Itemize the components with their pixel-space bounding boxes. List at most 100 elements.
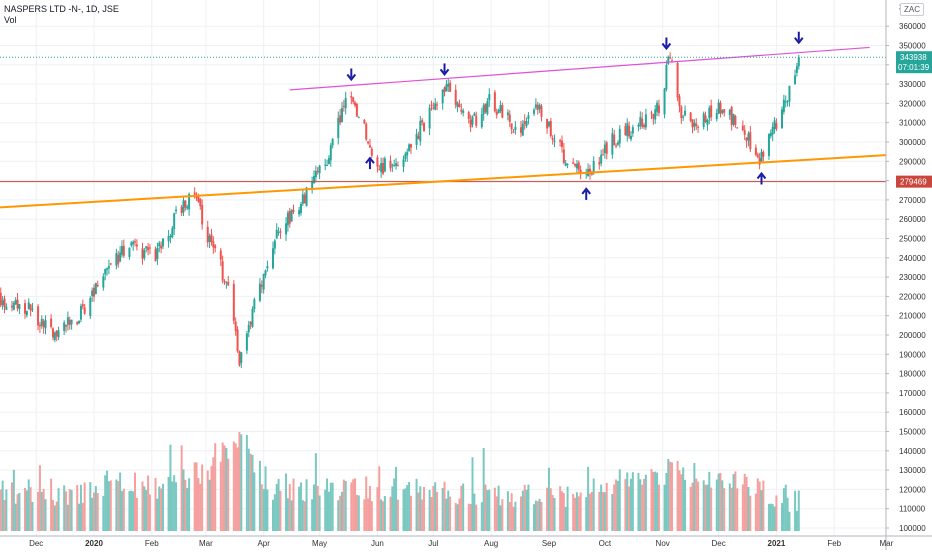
volume-bar xyxy=(16,494,19,531)
candle-body xyxy=(678,96,681,107)
x-tick-label: Mar xyxy=(880,539,894,548)
candle-body xyxy=(784,101,787,103)
candle-body xyxy=(533,109,536,114)
volume-bar xyxy=(771,504,774,531)
volume-bar xyxy=(667,458,670,531)
volume-bar xyxy=(417,492,420,531)
candle-body xyxy=(201,205,204,225)
currency-badge[interactable]: ZAC xyxy=(900,3,924,16)
candle-body xyxy=(247,324,250,333)
volume-bar xyxy=(428,489,431,531)
candle-body xyxy=(715,113,718,120)
x-tick-label: Oct xyxy=(599,539,612,548)
candle-body xyxy=(357,117,360,119)
y-tick-label: 300000 xyxy=(899,138,926,147)
candle-body xyxy=(523,121,526,124)
volume-bar xyxy=(277,478,280,531)
volume-bar xyxy=(10,482,13,531)
candle-body xyxy=(467,112,470,119)
candle-body xyxy=(449,82,452,92)
volume-bar xyxy=(264,466,267,531)
candle-body xyxy=(63,322,66,331)
volume-bar xyxy=(421,499,424,531)
volume-bar xyxy=(119,472,122,531)
candle-body xyxy=(680,106,683,118)
volume-bar xyxy=(641,484,644,531)
volume-bar xyxy=(227,458,230,531)
candle-body xyxy=(79,306,82,320)
up-arrow-icon xyxy=(365,156,375,170)
candle-body xyxy=(428,107,431,129)
candle-body xyxy=(277,231,280,233)
volume-bar xyxy=(221,442,224,531)
candle-body xyxy=(311,181,314,189)
volume-bar xyxy=(510,493,513,531)
volume-bar xyxy=(611,493,614,531)
candle-body xyxy=(534,104,537,108)
volume-bar xyxy=(339,495,342,531)
volume-bar xyxy=(340,491,343,531)
volume-bar xyxy=(383,495,386,531)
volume-bar xyxy=(337,500,340,531)
volume-bar xyxy=(141,481,144,531)
volume-bar xyxy=(245,435,248,531)
candle-body xyxy=(671,60,673,62)
support-trendline[interactable] xyxy=(0,152,913,209)
volume-bar xyxy=(756,478,759,531)
volume-bar xyxy=(299,482,302,531)
candle-body xyxy=(419,120,422,142)
candle-body xyxy=(236,329,239,351)
candle-body xyxy=(480,114,483,128)
volume-bar xyxy=(728,483,731,531)
volume-bar xyxy=(447,490,450,531)
y-tick-label: 100000 xyxy=(899,524,926,533)
candle-body xyxy=(423,123,426,131)
y-tick-label: 150000 xyxy=(899,428,926,437)
candle-body xyxy=(404,153,407,159)
candle-body xyxy=(443,87,446,93)
candle-body xyxy=(24,303,27,314)
y-tick-label: 120000 xyxy=(899,485,926,494)
candle-body xyxy=(598,162,601,165)
candle-body xyxy=(193,192,196,197)
candle-body xyxy=(37,306,40,326)
volume-bar xyxy=(145,489,148,531)
volume-bar xyxy=(12,469,15,531)
resistance-trendline[interactable] xyxy=(289,46,870,91)
drawing-lines[interactable] xyxy=(0,46,913,209)
volume-bar xyxy=(512,506,515,531)
candle-body xyxy=(460,109,463,112)
volume-bar xyxy=(53,505,56,531)
volume-bar xyxy=(247,448,250,531)
volume-bar xyxy=(81,502,84,531)
candle-body xyxy=(135,244,138,247)
volume-bar xyxy=(376,487,379,531)
volume-bar xyxy=(219,461,222,531)
volume-bar xyxy=(171,481,174,531)
volume-bar xyxy=(290,500,293,531)
candle-body xyxy=(575,163,578,169)
volume-bar xyxy=(602,491,605,531)
candle-body xyxy=(27,302,30,309)
candle-body xyxy=(657,105,660,114)
candle-body xyxy=(327,158,330,165)
volume-bar xyxy=(25,490,28,531)
volume-bar xyxy=(458,498,461,531)
candle-body xyxy=(723,109,726,113)
candle-body xyxy=(271,248,274,269)
candle-body xyxy=(592,160,595,173)
volume-bar xyxy=(324,489,327,531)
volume-bar xyxy=(708,471,711,531)
price-axis-panel[interactable] xyxy=(886,0,932,550)
candle-body xyxy=(588,168,591,174)
candle-body xyxy=(493,92,496,112)
volume-bar xyxy=(63,485,66,531)
candle-body xyxy=(316,170,319,172)
candle-body xyxy=(676,62,679,98)
volume-bar xyxy=(223,445,226,531)
volume-bar xyxy=(525,489,528,531)
volume-bar xyxy=(734,471,737,531)
volume-bar xyxy=(566,486,569,531)
